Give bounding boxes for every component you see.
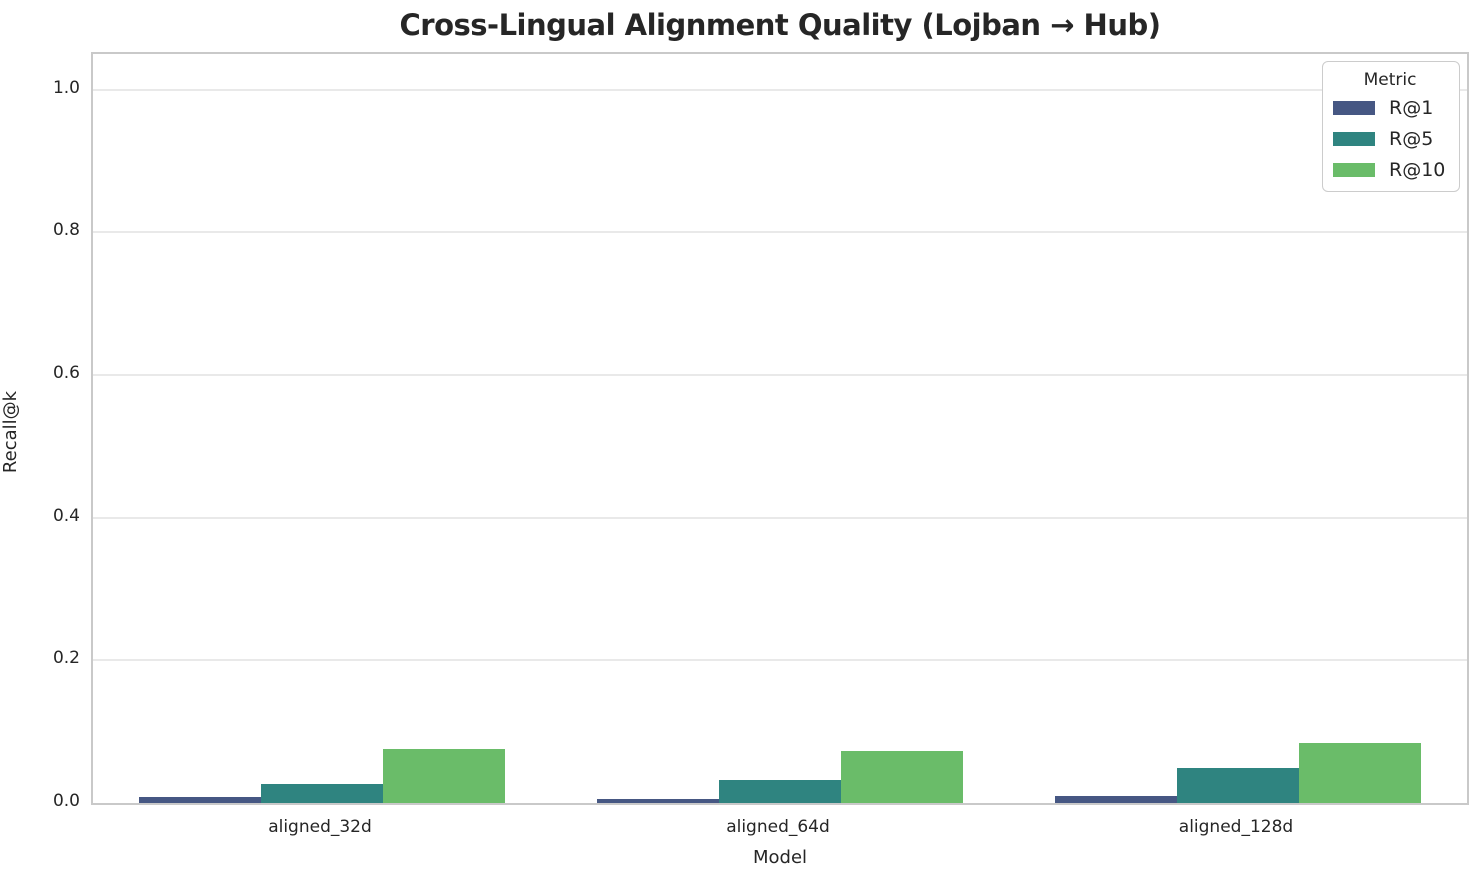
- legend-swatch-R@10: [1333, 163, 1375, 177]
- legend-swatch-R@1: [1333, 101, 1375, 115]
- legend-swatch-R@5: [1333, 132, 1375, 146]
- y-tick-label: 0.4: [52, 505, 80, 526]
- legend-label: R@1: [1389, 97, 1434, 119]
- gridline-0.2: [93, 659, 1467, 662]
- bar-R@10-aligned_128d: [1299, 743, 1422, 803]
- x-tick-label: aligned_64d: [726, 817, 830, 837]
- plot-area: [91, 52, 1469, 805]
- gridline-0.4: [93, 516, 1467, 519]
- legend-row-R@10: R@10: [1333, 159, 1447, 181]
- bar-R@5-aligned_32d: [260, 783, 384, 803]
- bar-R@10-aligned_32d: [383, 748, 506, 803]
- gridline-0.8: [93, 231, 1467, 234]
- legend: Metric R@1 R@5 R@10: [1322, 61, 1460, 192]
- gridline-0.6: [93, 374, 1467, 376]
- bar-R@1-aligned_64d: [596, 798, 719, 803]
- y-tick-label: 0.0: [52, 791, 80, 811]
- y-tick-label: 0.2: [52, 648, 80, 669]
- legend-title: Metric: [1363, 70, 1417, 90]
- x-tick-label: aligned_32d: [268, 817, 372, 837]
- y-tick-label: 0.8: [52, 220, 80, 241]
- bar-R@1-aligned_32d: [138, 797, 261, 803]
- legend-label: R@5: [1389, 128, 1434, 150]
- chart-title: Cross-Lingual Alignment Quality (Lojban …: [399, 8, 1161, 42]
- x-axis-label: Model: [752, 847, 808, 868]
- bar-R@5-aligned_128d: [1176, 768, 1300, 803]
- y-tick-label: 0.6: [52, 363, 80, 383]
- y-tick-label: 1.0: [52, 77, 80, 98]
- x-tick-label: aligned_128d: [1178, 817, 1294, 837]
- bar-R@5-aligned_64d: [718, 780, 842, 803]
- gridline-1: [93, 88, 1467, 91]
- bar-R@1-aligned_128d: [1054, 795, 1177, 803]
- legend-label: R@10: [1389, 159, 1446, 181]
- legend-row-R@1: R@1: [1333, 97, 1447, 119]
- legend-row-R@5: R@5: [1333, 128, 1447, 150]
- y-axis-label: Recall@k: [0, 390, 21, 474]
- bar-R@10-aligned_64d: [841, 750, 964, 803]
- legend-rows: R@1 R@5 R@10: [1333, 97, 1447, 181]
